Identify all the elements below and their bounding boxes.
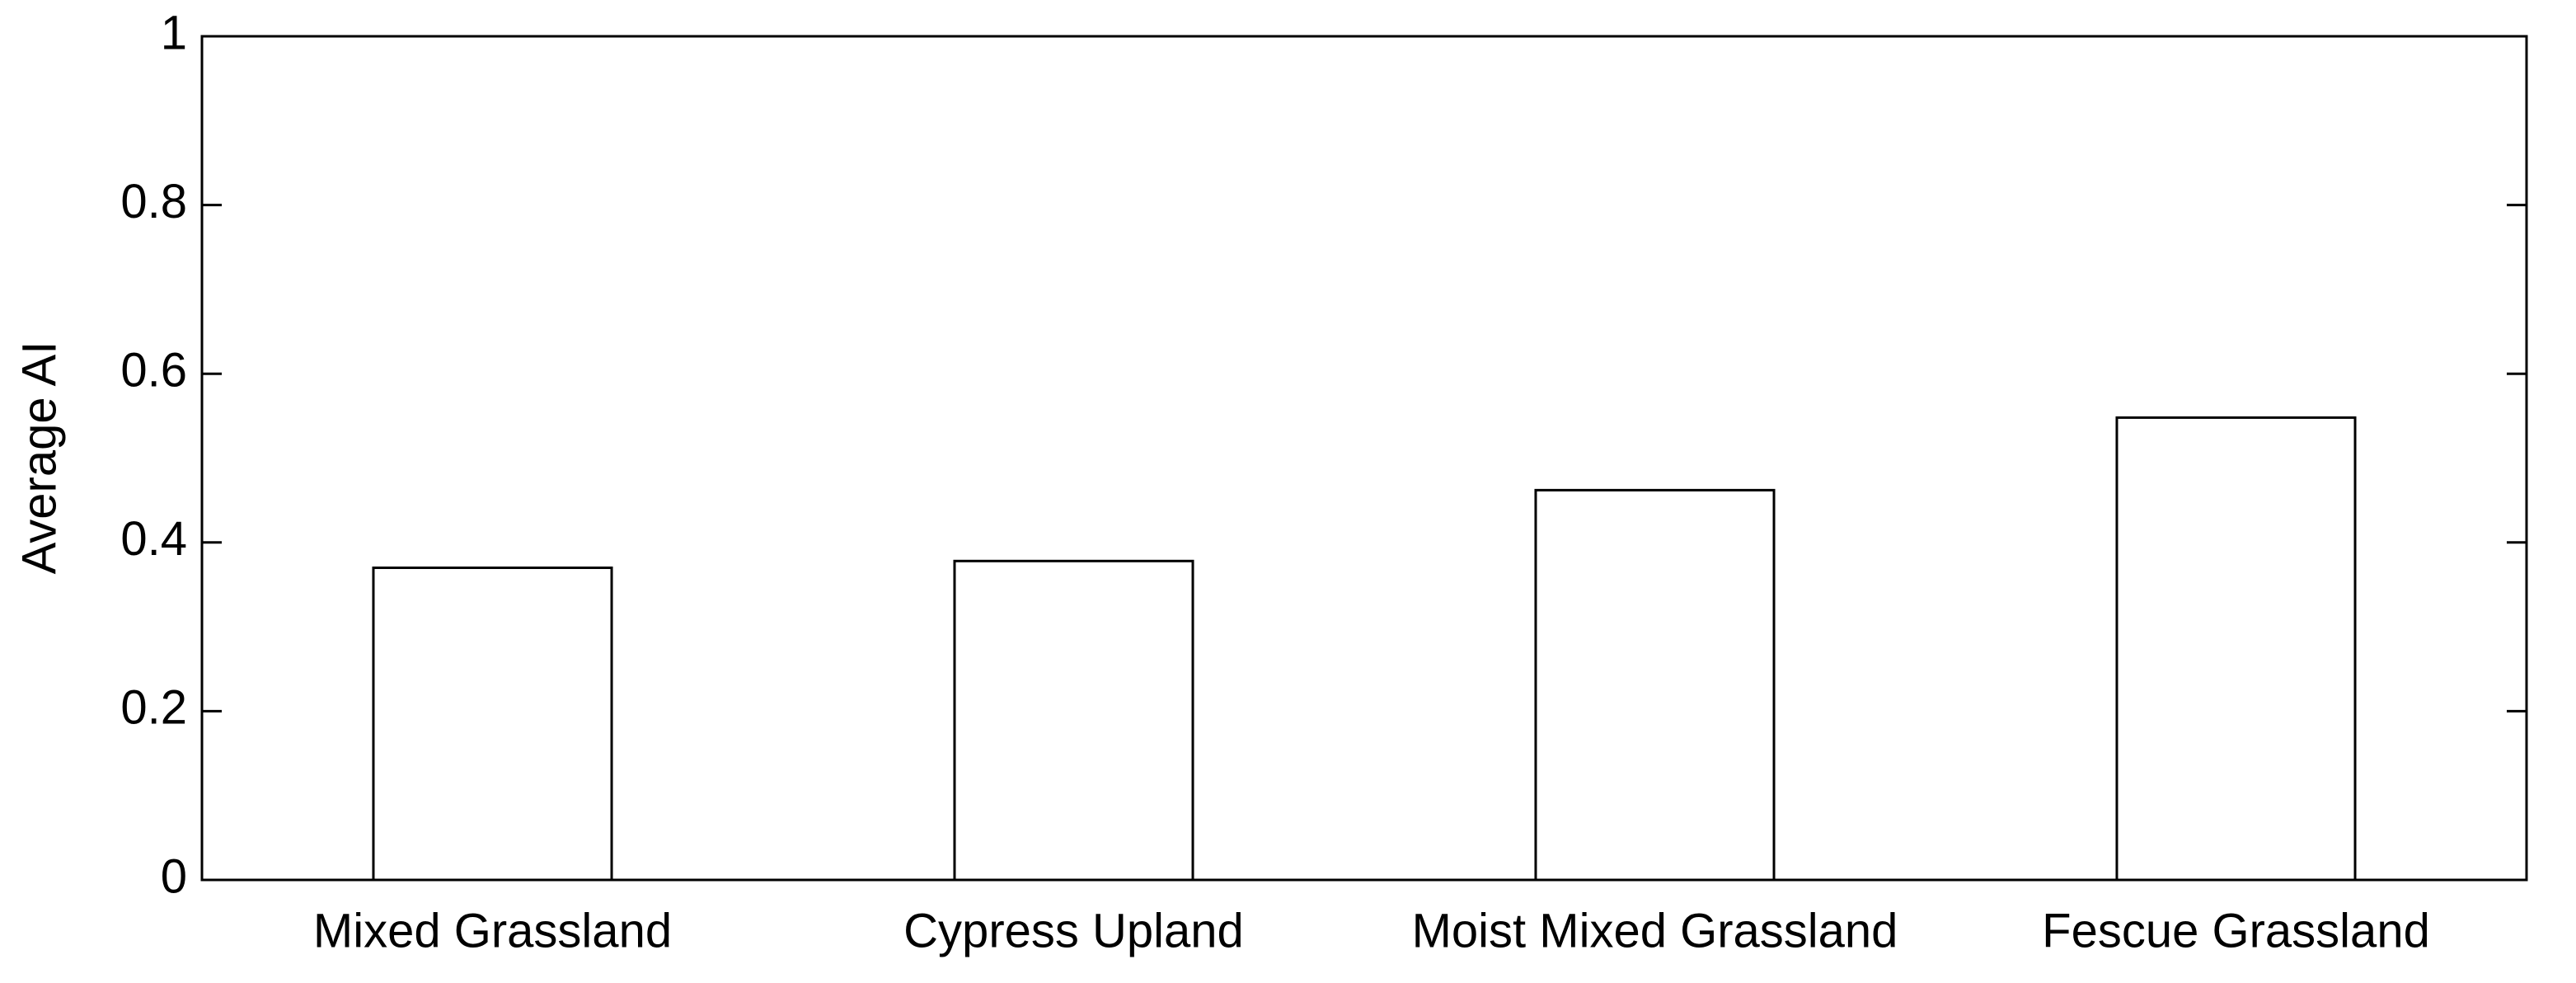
- y-tick-label: 0.8: [120, 175, 187, 228]
- x-tick-label: Fescue Grassland: [2042, 904, 2430, 957]
- x-tick-label: Mixed Grassland: [313, 904, 672, 957]
- y-tick-label: 1: [161, 6, 187, 59]
- bar: [2115, 416, 2357, 882]
- bar: [372, 566, 613, 882]
- y-axis-label: Average AI: [12, 341, 66, 575]
- y-tick-label: 0.4: [120, 512, 187, 566]
- bar: [1534, 488, 1776, 882]
- y-tick-label: 0: [161, 849, 187, 903]
- y-tick-label: 0.2: [120, 681, 187, 735]
- y-tick-label: 0.6: [120, 344, 187, 397]
- x-tick-label: Cypress Upland: [903, 904, 1244, 957]
- bar: [953, 559, 1194, 882]
- x-tick-label: Moist Mixed Grassland: [1412, 904, 1898, 957]
